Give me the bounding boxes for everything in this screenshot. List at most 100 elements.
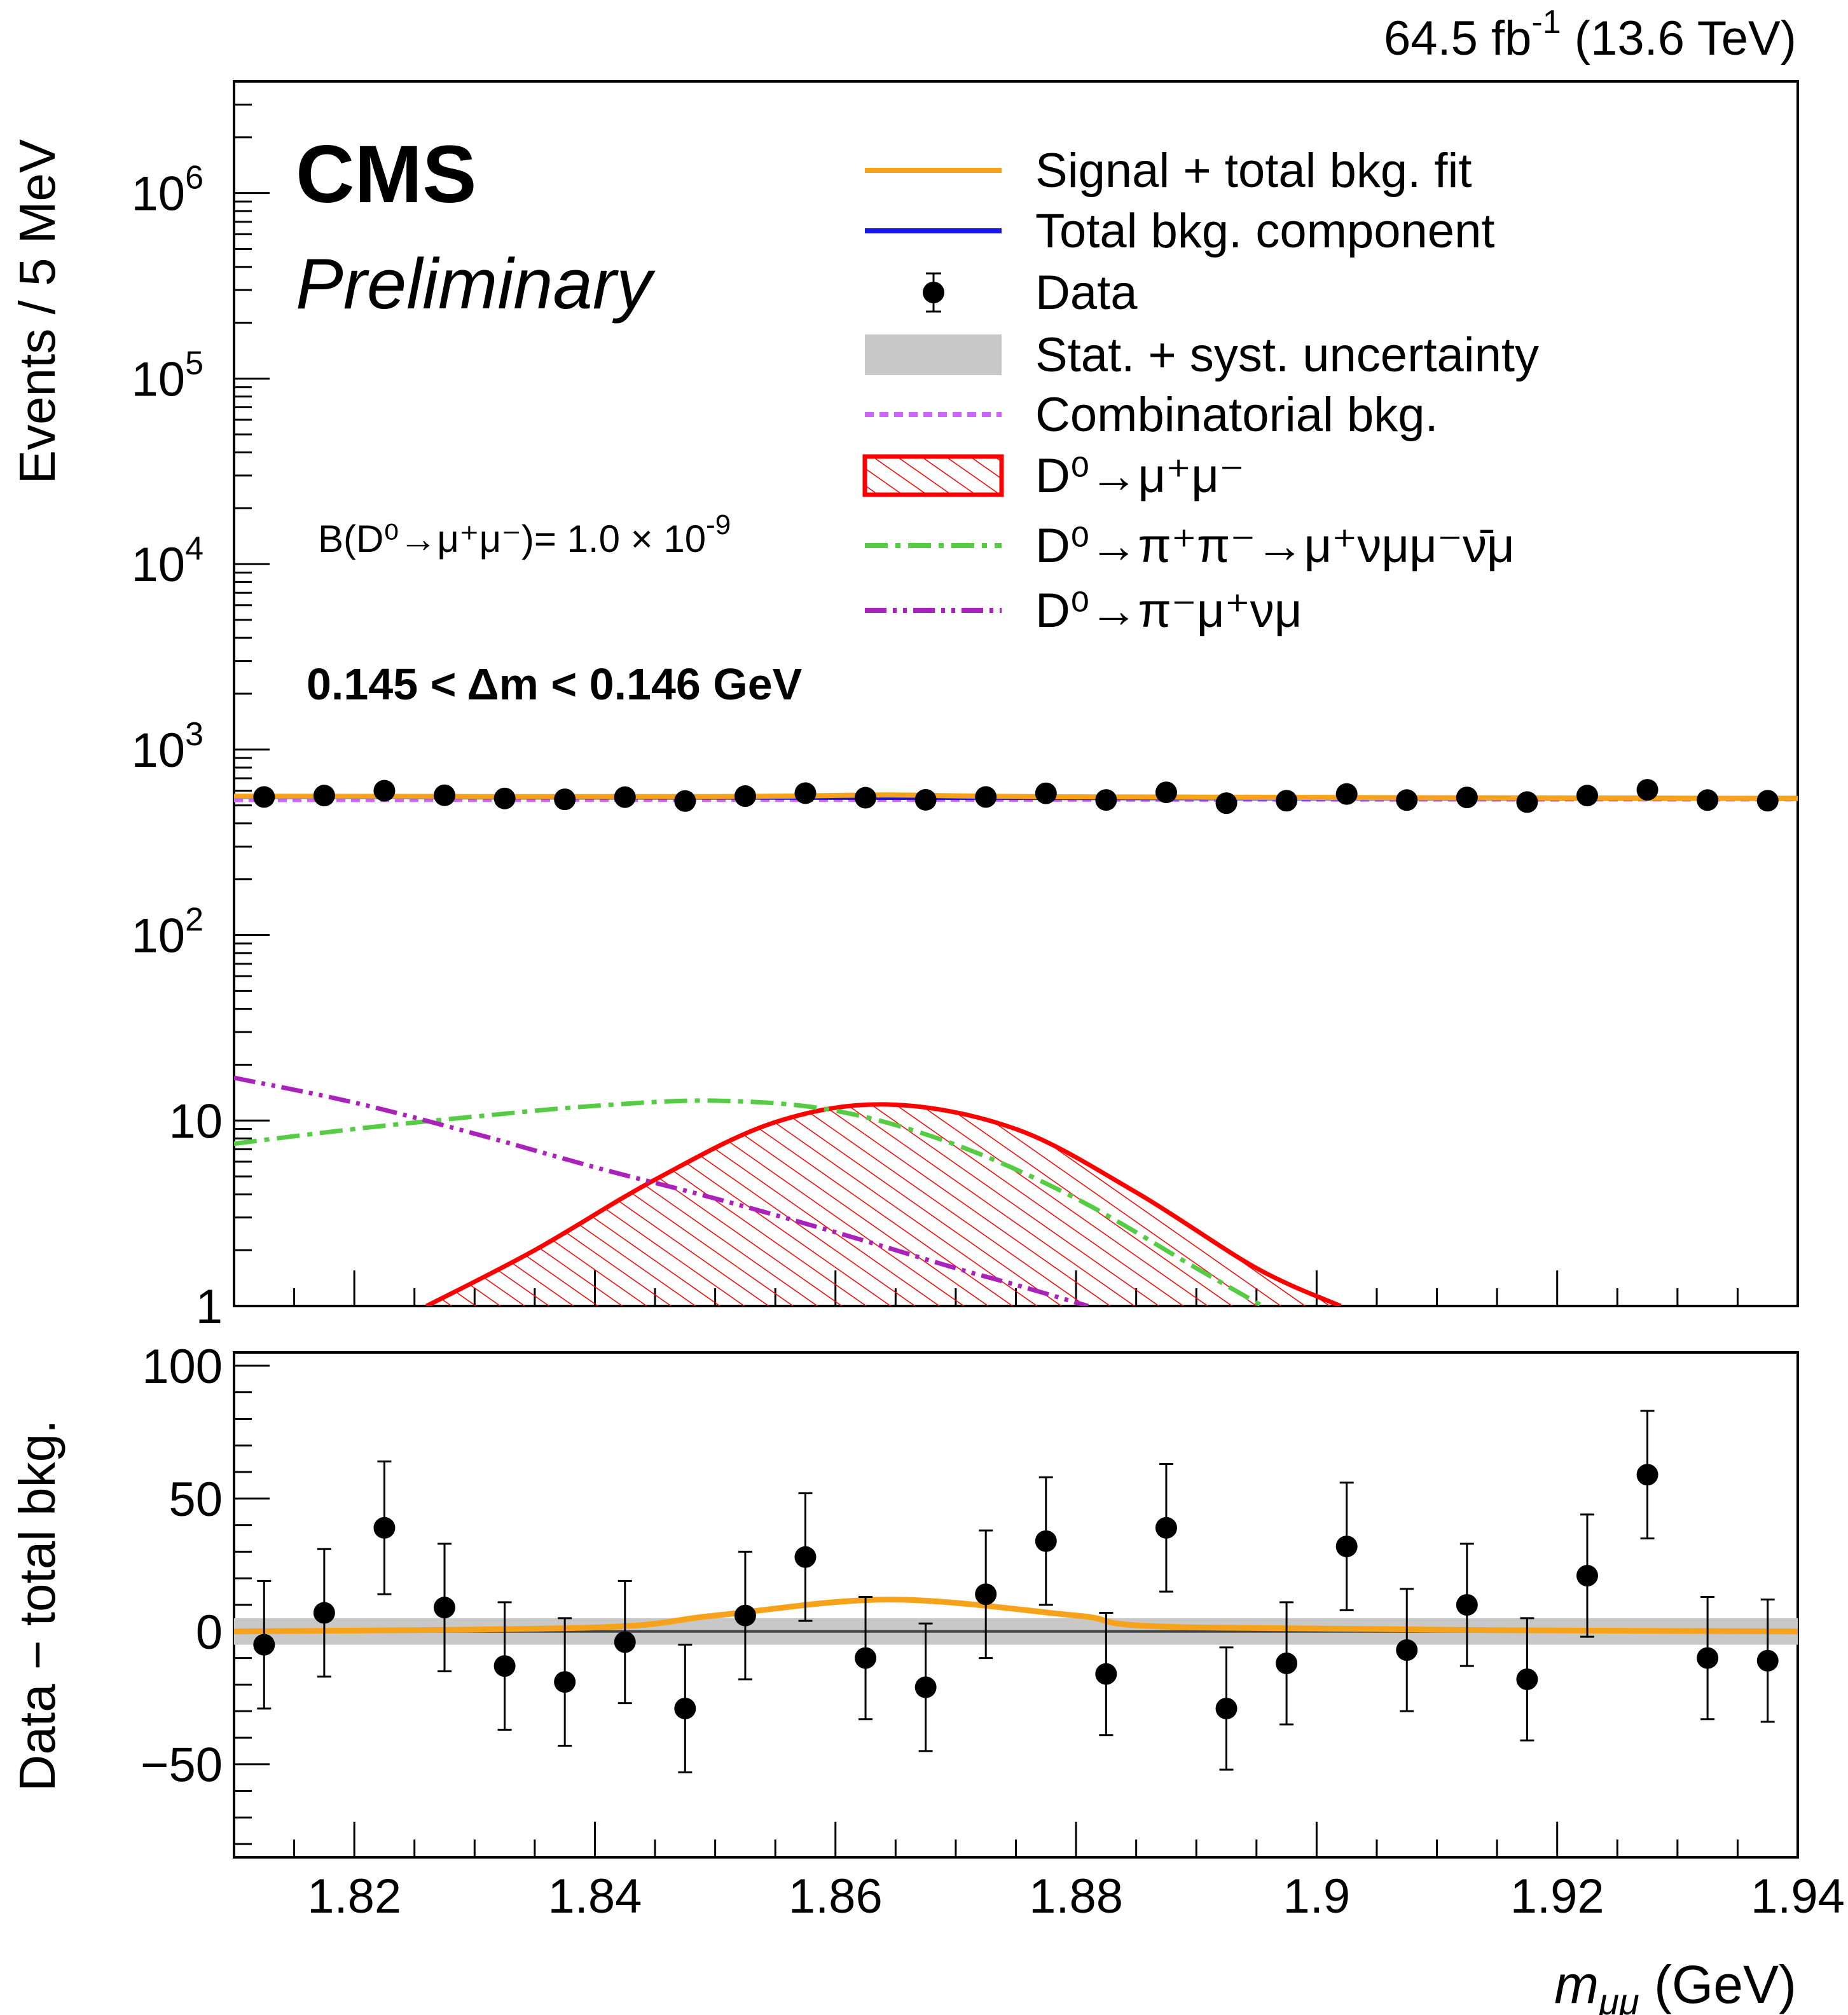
data-point	[1697, 1647, 1719, 1669]
data-point	[1516, 1668, 1538, 1691]
data-point	[1276, 1652, 1298, 1674]
x-axis-title: mμμ (GeV)	[1554, 1955, 1796, 2015]
legend-label: Data	[1035, 266, 1138, 320]
main-curves	[234, 792, 1798, 1306]
y-tick-label: 10	[169, 1094, 223, 1148]
data-point	[914, 788, 937, 811]
legend-label: D⁰→π⁻μ⁺νμ	[1035, 584, 1302, 638]
main-panel: 1 10 102 103 104 105 106 Events / 5 MeV CMS Pr…	[9, 80, 1799, 1334]
x-tick-label: 1.86	[789, 1869, 883, 1923]
y-tick-label: 105	[132, 345, 203, 406]
luminosity-label: 64.5 fb-1 (13.6 TeV)	[1384, 4, 1796, 65]
data-marker-icon	[923, 272, 944, 313]
data-point	[493, 787, 516, 809]
ratio-panel: −50 0 50 100 1.82 1.84 1.86 1.88 1.9 1.92 1.94 Da…	[9, 1340, 1845, 2015]
ratio-y-axis-title: Data − total bkg.	[9, 1420, 66, 1792]
data-point	[1756, 1649, 1779, 1672]
data-point	[434, 784, 456, 806]
band-icon	[865, 334, 1002, 375]
data-point	[1215, 792, 1238, 815]
legend-label: Stat. + syst. uncertainty	[1035, 328, 1539, 382]
x-tick-label: 1.92	[1510, 1869, 1604, 1923]
y-tick-label: 106	[132, 160, 203, 221]
main-y-axis-title: Events / 5 MeV	[9, 139, 66, 484]
data-point	[1215, 1697, 1238, 1719]
data-point	[1035, 1530, 1057, 1552]
data-point	[1576, 1565, 1598, 1587]
y-tick-label: 102	[132, 902, 203, 963]
data-point	[734, 1604, 756, 1626]
data-point	[1516, 791, 1538, 813]
ratio-data-points	[253, 1410, 1779, 1773]
data-point	[1756, 790, 1779, 812]
y-tick-label: 104	[132, 530, 203, 592]
x-tick-label: 1.9	[1283, 1869, 1351, 1923]
data-point	[1095, 789, 1117, 811]
data-point	[614, 786, 636, 808]
data-point	[1155, 781, 1177, 804]
ratio-curves	[234, 1597, 1798, 1645]
legend-entry: D⁰→μ⁺μ⁻	[862, 449, 1245, 503]
data-point	[614, 1631, 636, 1653]
data-point	[975, 786, 997, 808]
legend-entry: D⁰→π⁻μ⁺νμ	[865, 584, 1302, 638]
data-point	[914, 1676, 937, 1698]
ratio-y-tick-labels: −50 0 50 100	[141, 1340, 223, 1792]
data-point	[554, 788, 576, 811]
fit-curve	[234, 792, 1798, 801]
x-tick-label: 1.84	[548, 1869, 642, 1923]
data-point	[855, 1647, 877, 1669]
data-point	[734, 785, 756, 808]
legend-entry: Combinatorial bkg.	[865, 388, 1438, 442]
status-label: Preliminary	[296, 244, 656, 324]
data-point	[1095, 1663, 1117, 1685]
data-point	[373, 780, 396, 802]
experiment-label: CMS	[296, 129, 476, 220]
main-y-tick-labels: 1 10 102 103 104 105 106	[132, 160, 223, 1334]
data-point	[493, 1655, 516, 1677]
ratio-ticks	[233, 1365, 1799, 1857]
legend-label: Total bkg. component	[1035, 204, 1494, 258]
legend: Signal + total bkg. fit Total bkg. compon…	[862, 144, 1539, 638]
hatched-box-icon	[862, 454, 1004, 497]
fit-curve	[234, 1597, 1798, 1635]
data-point	[794, 1546, 817, 1568]
data-point	[1576, 785, 1598, 807]
data-point	[373, 1516, 396, 1539]
y-tick-label: 1	[196, 1280, 223, 1334]
x-tick-label: 1.82	[307, 1869, 401, 1923]
data-point	[1636, 779, 1658, 801]
data-point	[253, 1633, 275, 1656]
y-tick-label: 100	[142, 1340, 223, 1394]
data-point	[975, 1583, 997, 1606]
data-point	[1396, 1639, 1418, 1661]
background-curve	[234, 1075, 1089, 1306]
data-point	[1456, 787, 1478, 809]
data-point	[674, 1697, 696, 1719]
data-point	[855, 787, 877, 809]
legend-entry: D⁰→π⁺π⁻→μ⁺νμμ⁻ν̄μ	[865, 519, 1515, 573]
data-point	[1335, 783, 1358, 805]
data-point	[434, 1597, 456, 1619]
data-point	[1396, 789, 1418, 811]
legend-entry: Total bkg. component	[865, 204, 1494, 258]
y-tick-label: 0	[196, 1606, 223, 1660]
signal-curve	[425, 1102, 1342, 1306]
data-point	[313, 1602, 335, 1624]
data-point	[1276, 790, 1298, 812]
x-tick-label: 1.94	[1751, 1869, 1845, 1923]
legend-entry: Stat. + syst. uncertainty	[865, 328, 1539, 382]
data-point	[1697, 789, 1719, 811]
legend-entry: Data	[923, 266, 1138, 320]
data-point	[313, 785, 335, 807]
data-point	[674, 790, 696, 812]
legend-label: D⁰→π⁺π⁻→μ⁺νμμ⁻ν̄μ	[1035, 519, 1515, 573]
x-tick-label: 1.88	[1029, 1869, 1123, 1923]
ratio-plot-frame	[233, 1351, 1799, 1859]
data-point	[1035, 782, 1057, 804]
legend-entry: Signal + total bkg. fit	[865, 144, 1472, 198]
background-curve	[234, 1098, 1264, 1306]
legend-label: D⁰→μ⁺μ⁻	[1035, 449, 1245, 503]
data-point	[794, 782, 817, 804]
